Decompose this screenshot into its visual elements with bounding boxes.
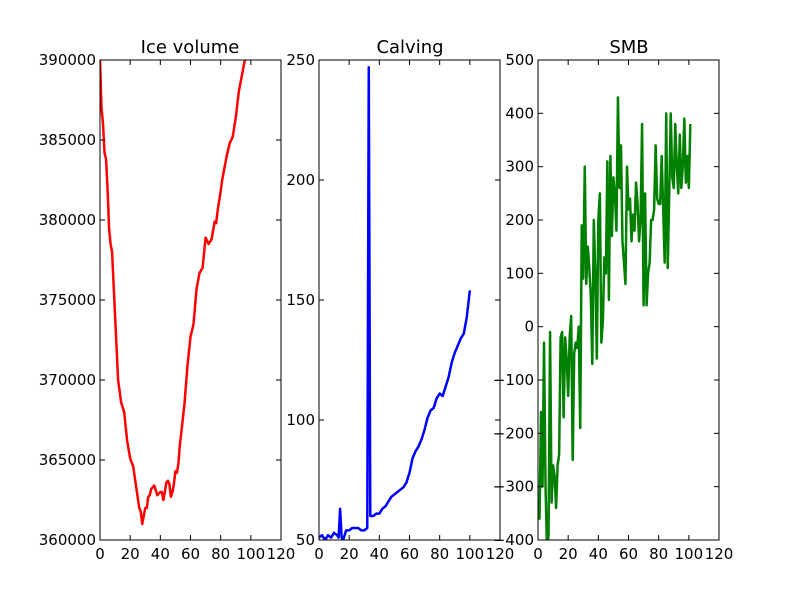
ice-volume-x-tick-label: 120	[267, 545, 296, 563]
smb-x-tick-label: 40	[589, 545, 608, 563]
calving-y-tick-label: 200	[286, 171, 315, 189]
smb-x-tick-label: 80	[649, 545, 668, 563]
smb-x-tick-label: 60	[619, 545, 638, 563]
ice-volume-x-tick-label: 100	[237, 545, 266, 563]
smb-x-tick-label: 20	[559, 545, 578, 563]
smb-y-tick-label: 500	[505, 51, 534, 69]
calving-title: Calving	[376, 37, 443, 58]
smb-y-tick-label: 200	[505, 211, 534, 229]
smb-chart: 0 20 40 60 80 100 120−400−300−200−100010020030…	[493, 37, 734, 563]
calving-x-tick-label: 20	[340, 545, 359, 563]
smb-y-tick-label: 300	[505, 158, 534, 176]
smb-x-tick-label: 120	[705, 545, 734, 563]
ice-volume-x-tick-label: 40	[151, 545, 170, 563]
ice-volume-x-tick-label: 80	[211, 545, 230, 563]
smb-series-line	[538, 96, 692, 540]
ice-volume-title: Ice volume	[141, 37, 240, 58]
smb-y-tick-label: 0	[524, 318, 534, 336]
smb-x-tick-label: 100	[675, 545, 704, 563]
smb-x-tick-label: 0	[533, 545, 543, 563]
smb-plot-area: 0 20 40 60 80 100 120−400−300−200−100010020030…	[493, 51, 734, 563]
ice-volume-y-tick-label: 360000	[39, 531, 96, 549]
calving-y-tick-label: 100	[286, 411, 315, 429]
ice-volume-y-tick-label: 390000	[39, 51, 96, 69]
smb-y-tick-label: −100	[493, 371, 534, 389]
smb-y-tick-label: 100	[505, 264, 534, 282]
ice-volume-y-tick-label: 375000	[39, 291, 96, 309]
ice-volume-y-tick-label: 365000	[39, 451, 96, 469]
calving-x-tick-label: 40	[370, 545, 389, 563]
ice-volume-x-tick-label: 0	[95, 545, 105, 563]
smb-y-tick-label: −200	[493, 424, 534, 442]
ice-volume-y-tick-label: 370000	[39, 371, 96, 389]
smb-y-tick-label: −400	[493, 531, 534, 549]
ice-volume-chart: 0 20 40 60 80 100 120 360000 365000 370000 375000 3…	[39, 37, 296, 563]
calving-x-tick-label: 120	[486, 545, 515, 563]
calving-y-tick-label: 150	[286, 291, 315, 309]
smb-y-tick-label: 400	[505, 104, 534, 122]
ice-volume-plot-area: 0 20 40 60 80 100 120 360000 365000 370000 375000 3…	[39, 51, 296, 563]
calving-y-tick-label: 50	[296, 531, 315, 549]
ice-volume-x-tick-label: 20	[121, 545, 140, 563]
smb-y-tick-label: −300	[493, 478, 534, 496]
calving-y-tick-label: 250	[286, 51, 315, 69]
calving-series-line	[319, 65, 472, 540]
calving-x-tick-label: 60	[400, 545, 419, 563]
smb-title: SMB	[609, 37, 648, 58]
ice-volume-y-tick-label: 385000	[39, 131, 96, 149]
calving-x-tick-label: 100	[456, 545, 485, 563]
ice-volume-x-tick-label: 60	[181, 545, 200, 563]
ice-volume-y-tick-label: 380000	[39, 211, 96, 229]
ice-volume-series-line	[100, 60, 247, 526]
calving-x-tick-label: 0	[314, 545, 324, 563]
calving-x-tick-label: 80	[430, 545, 449, 563]
